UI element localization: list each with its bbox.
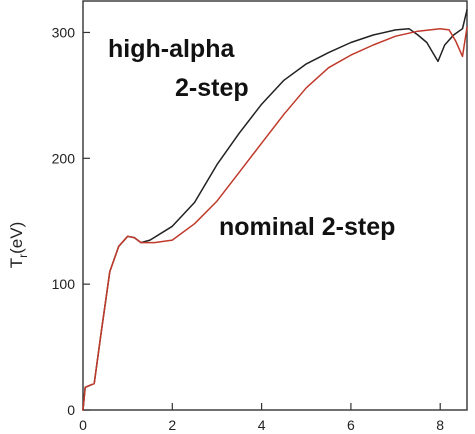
annotation-nominal-2-step: nominal 2-step — [219, 213, 395, 241]
x-tick-label: 8 — [436, 417, 444, 433]
plot-frame — [82, 0, 468, 411]
plot-area — [82, 0, 468, 411]
x-tick-label: 4 — [258, 417, 266, 433]
y-axis-ticks: 0 100 200 300 — [52, 24, 90, 418]
y-axis-label: Tr(eV) — [7, 222, 30, 269]
y-axis-label-main: T — [7, 258, 26, 268]
series-line-nominal-2-step — [82, 26, 468, 411]
x-tick-label: 6 — [347, 417, 355, 433]
x-axis-ticks: 0 2 4 6 8 — [79, 403, 444, 433]
series-line-high-alpha-2-step — [82, 9, 468, 411]
y-tick-label: 100 — [52, 276, 76, 292]
x-tick-label: 2 — [168, 417, 176, 433]
annotation-high-alpha: high-alpha — [108, 35, 235, 63]
y-axis-label-unit: (eV) — [7, 222, 26, 254]
y-axis-label-subscript: r — [16, 254, 30, 258]
y-tick-label: 0 — [67, 402, 75, 418]
series-layer — [82, 9, 468, 411]
annotation-2-step: 2-step — [175, 74, 249, 102]
y-tick-label: 200 — [52, 150, 76, 166]
x-tick-label: 0 — [79, 417, 87, 433]
y-tick-label: 300 — [52, 24, 76, 40]
